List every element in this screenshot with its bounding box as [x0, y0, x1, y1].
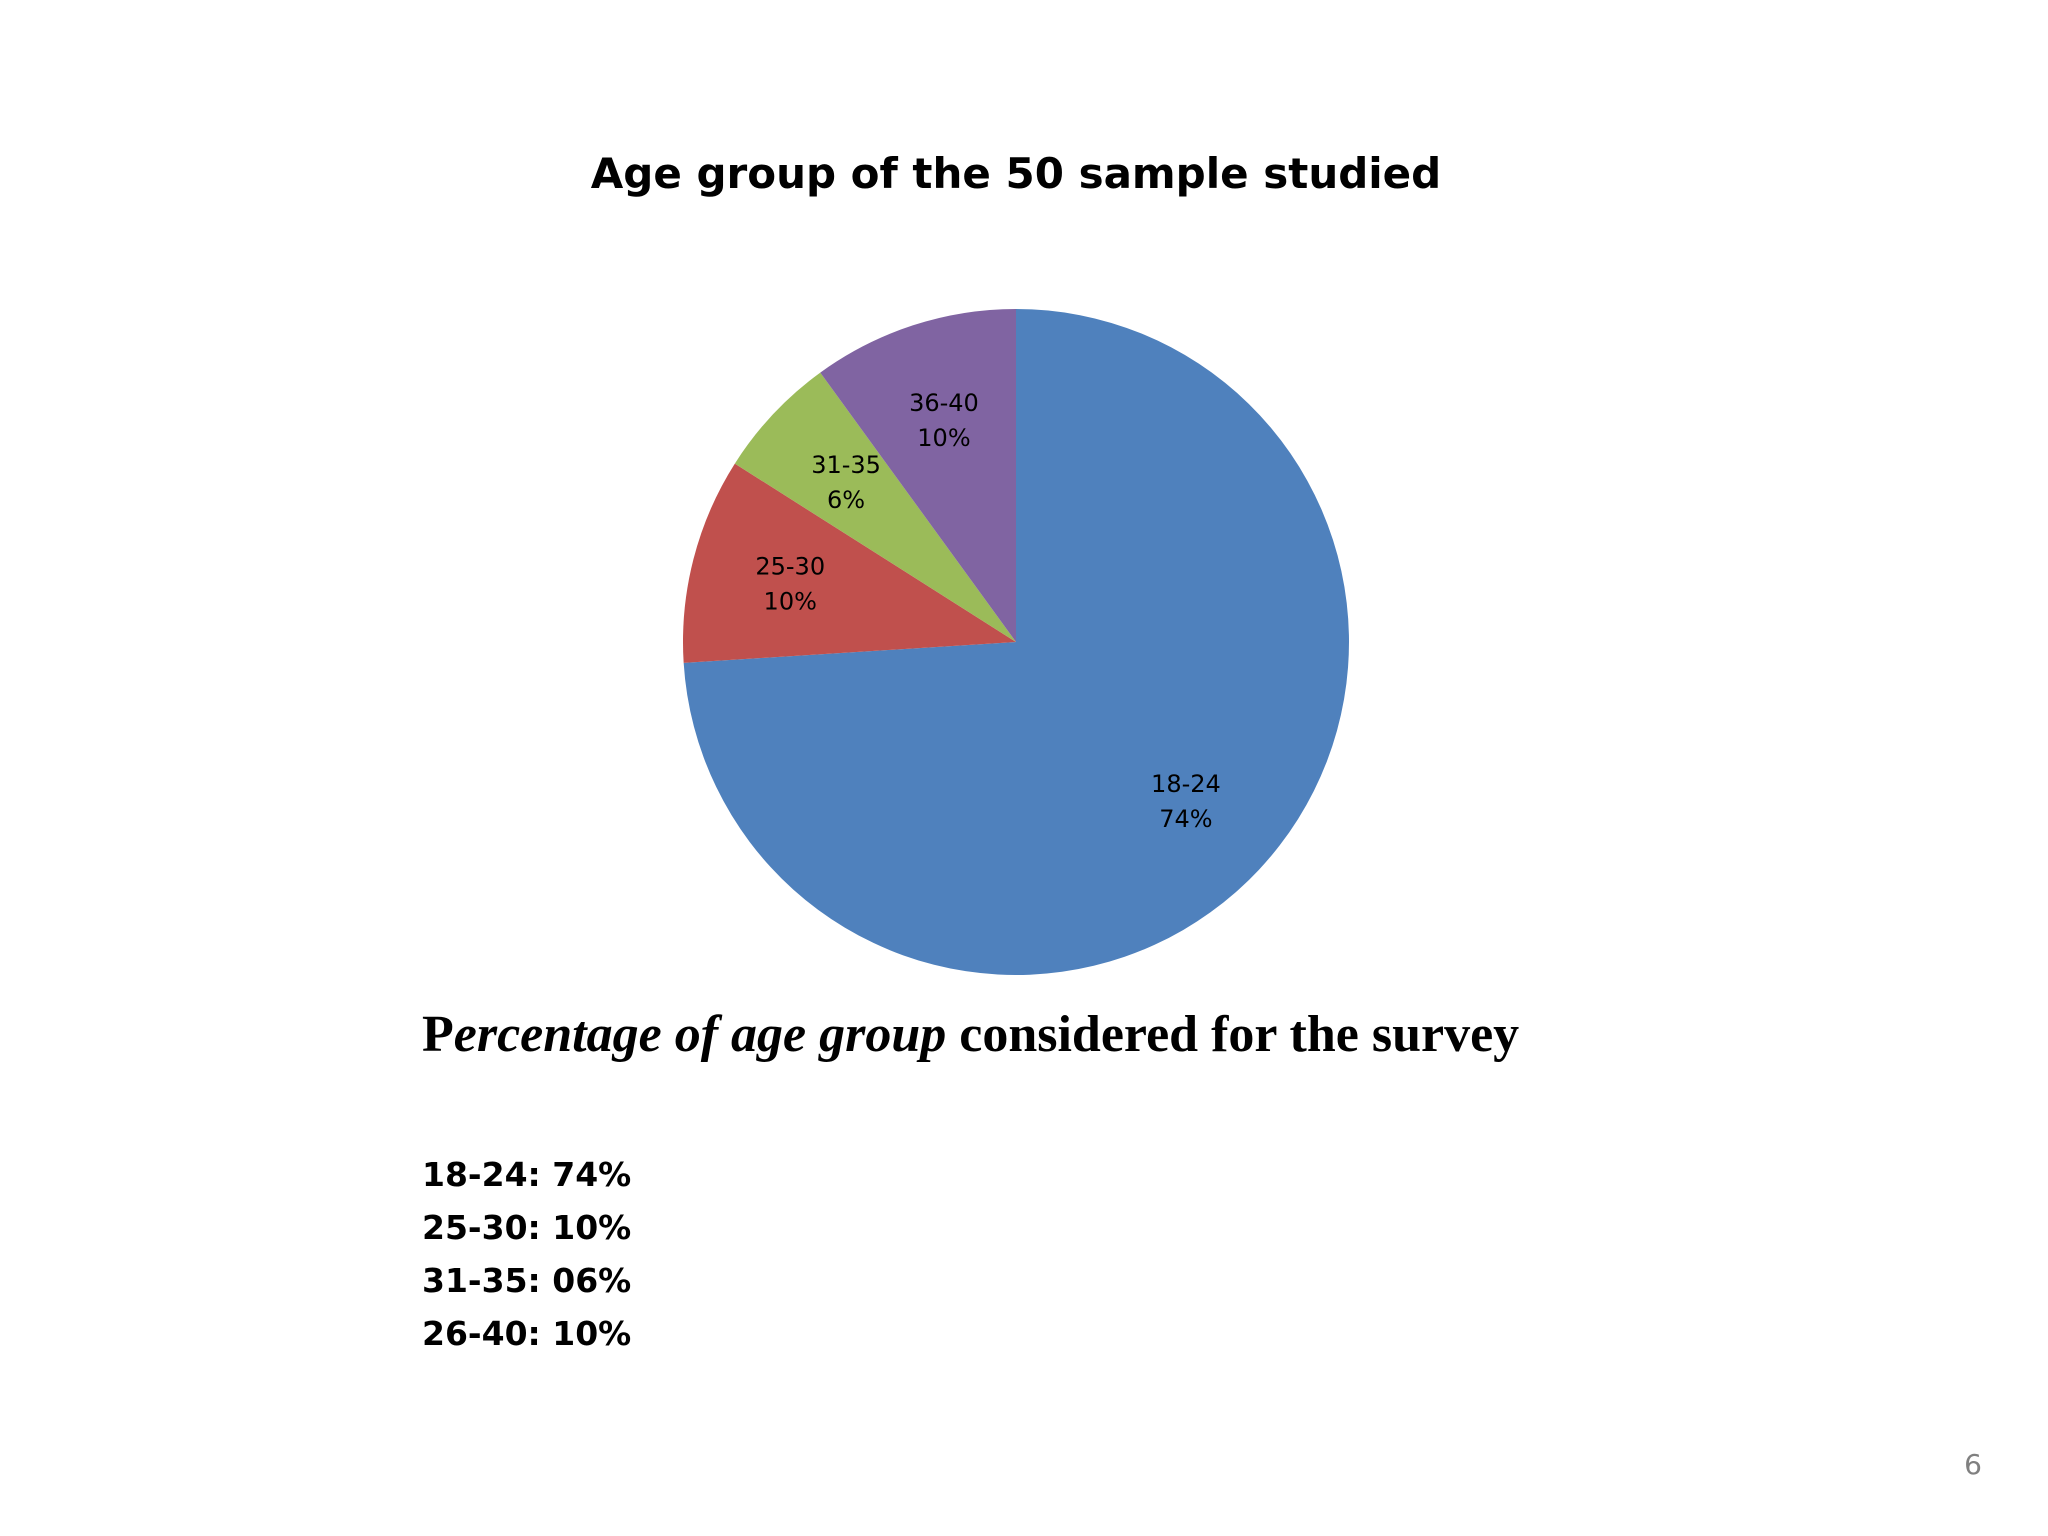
percentage-summary-list: 18-24: 74% 25-30: 10% 31-35: 06% 26-40: …	[422, 1148, 631, 1360]
chart-title: Age group of the 50 sample studied	[590, 149, 1442, 198]
slice-category-label: 31-35	[811, 451, 881, 479]
pie-slice-25-30	[683, 463, 1016, 663]
pie-slice-36-40	[820, 309, 1016, 642]
slice-value-label: 6%	[827, 486, 865, 514]
slice-value-label: 10%	[764, 588, 817, 616]
pie-slices	[683, 309, 1350, 976]
caption-rest: considered for the survey	[946, 1006, 1520, 1063]
summary-item: 25-30: 10%	[422, 1208, 632, 1247]
chart-caption: Percentage of age group considered for t…	[422, 1002, 1522, 1068]
pie-slice-31-35	[734, 372, 1016, 642]
pie-labels: 18-24 74% 25-30 10% 31-35 6% 36-40 10%	[755, 389, 1220, 833]
slice-category-label: 36-40	[909, 389, 979, 417]
summary-item: 26-40: 10%	[422, 1314, 632, 1353]
caption-lead: P	[422, 1006, 454, 1063]
slice-value-label: 74%	[1159, 805, 1212, 833]
pie-slice-18-24	[683, 309, 1350, 976]
page-number: 6	[1964, 1448, 1982, 1481]
slice-category-label: 18-24	[1151, 770, 1221, 798]
slice-value-label: 10%	[917, 424, 970, 452]
summary-item: 31-35: 06%	[422, 1261, 632, 1300]
summary-item: 18-24: 74%	[422, 1155, 632, 1194]
caption-italic: ercentage of age group	[453, 1006, 947, 1063]
slice-category-label: 25-30	[755, 553, 825, 581]
